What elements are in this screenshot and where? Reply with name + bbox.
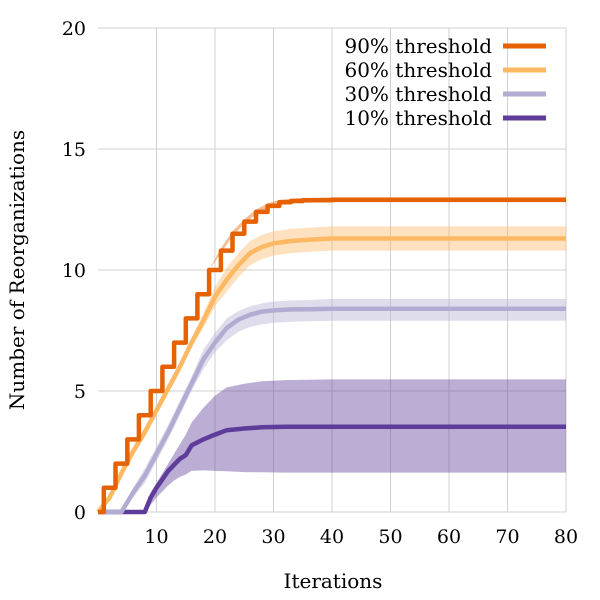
line-30-threshold bbox=[98, 306, 566, 515]
x-tick-label: 20 bbox=[203, 526, 227, 548]
y-axis-title: Number of Reorganizations bbox=[5, 130, 29, 410]
y-tick-label: 15 bbox=[62, 139, 86, 161]
x-tick-label: 40 bbox=[320, 526, 344, 548]
x-tick-label: 60 bbox=[437, 526, 461, 548]
x-tick-label: 70 bbox=[495, 526, 519, 548]
x-axis-title: Iterations bbox=[284, 569, 383, 593]
grid bbox=[98, 27, 567, 513]
band-10-threshold bbox=[98, 379, 566, 512]
y-tick-label: 20 bbox=[62, 18, 86, 40]
x-tick-label: 30 bbox=[261, 526, 285, 548]
legend-label-90-threshold: 90% threshold bbox=[344, 34, 492, 58]
x-tick-label: 80 bbox=[554, 526, 578, 548]
legend-label-30-threshold: 30% threshold bbox=[344, 82, 492, 106]
x-tick-label: 50 bbox=[378, 526, 402, 548]
y-tick-label: 0 bbox=[74, 502, 86, 524]
series-lines bbox=[96, 197, 566, 515]
line-60-threshold bbox=[96, 236, 566, 514]
y-tick-label: 10 bbox=[62, 260, 86, 282]
legend-label-60-threshold: 60% threshold bbox=[344, 58, 492, 82]
tick-labels: 10 20 30 40 50 60 70 80 0 5 10 15 20 bbox=[62, 18, 578, 548]
x-tick-label: 10 bbox=[144, 526, 168, 548]
line-10-threshold bbox=[98, 424, 566, 515]
legend-label-10-threshold: 10% threshold bbox=[344, 106, 492, 130]
band-30-threshold bbox=[98, 299, 566, 512]
line-90-threshold bbox=[98, 197, 566, 515]
y-tick-label: 5 bbox=[74, 381, 86, 403]
